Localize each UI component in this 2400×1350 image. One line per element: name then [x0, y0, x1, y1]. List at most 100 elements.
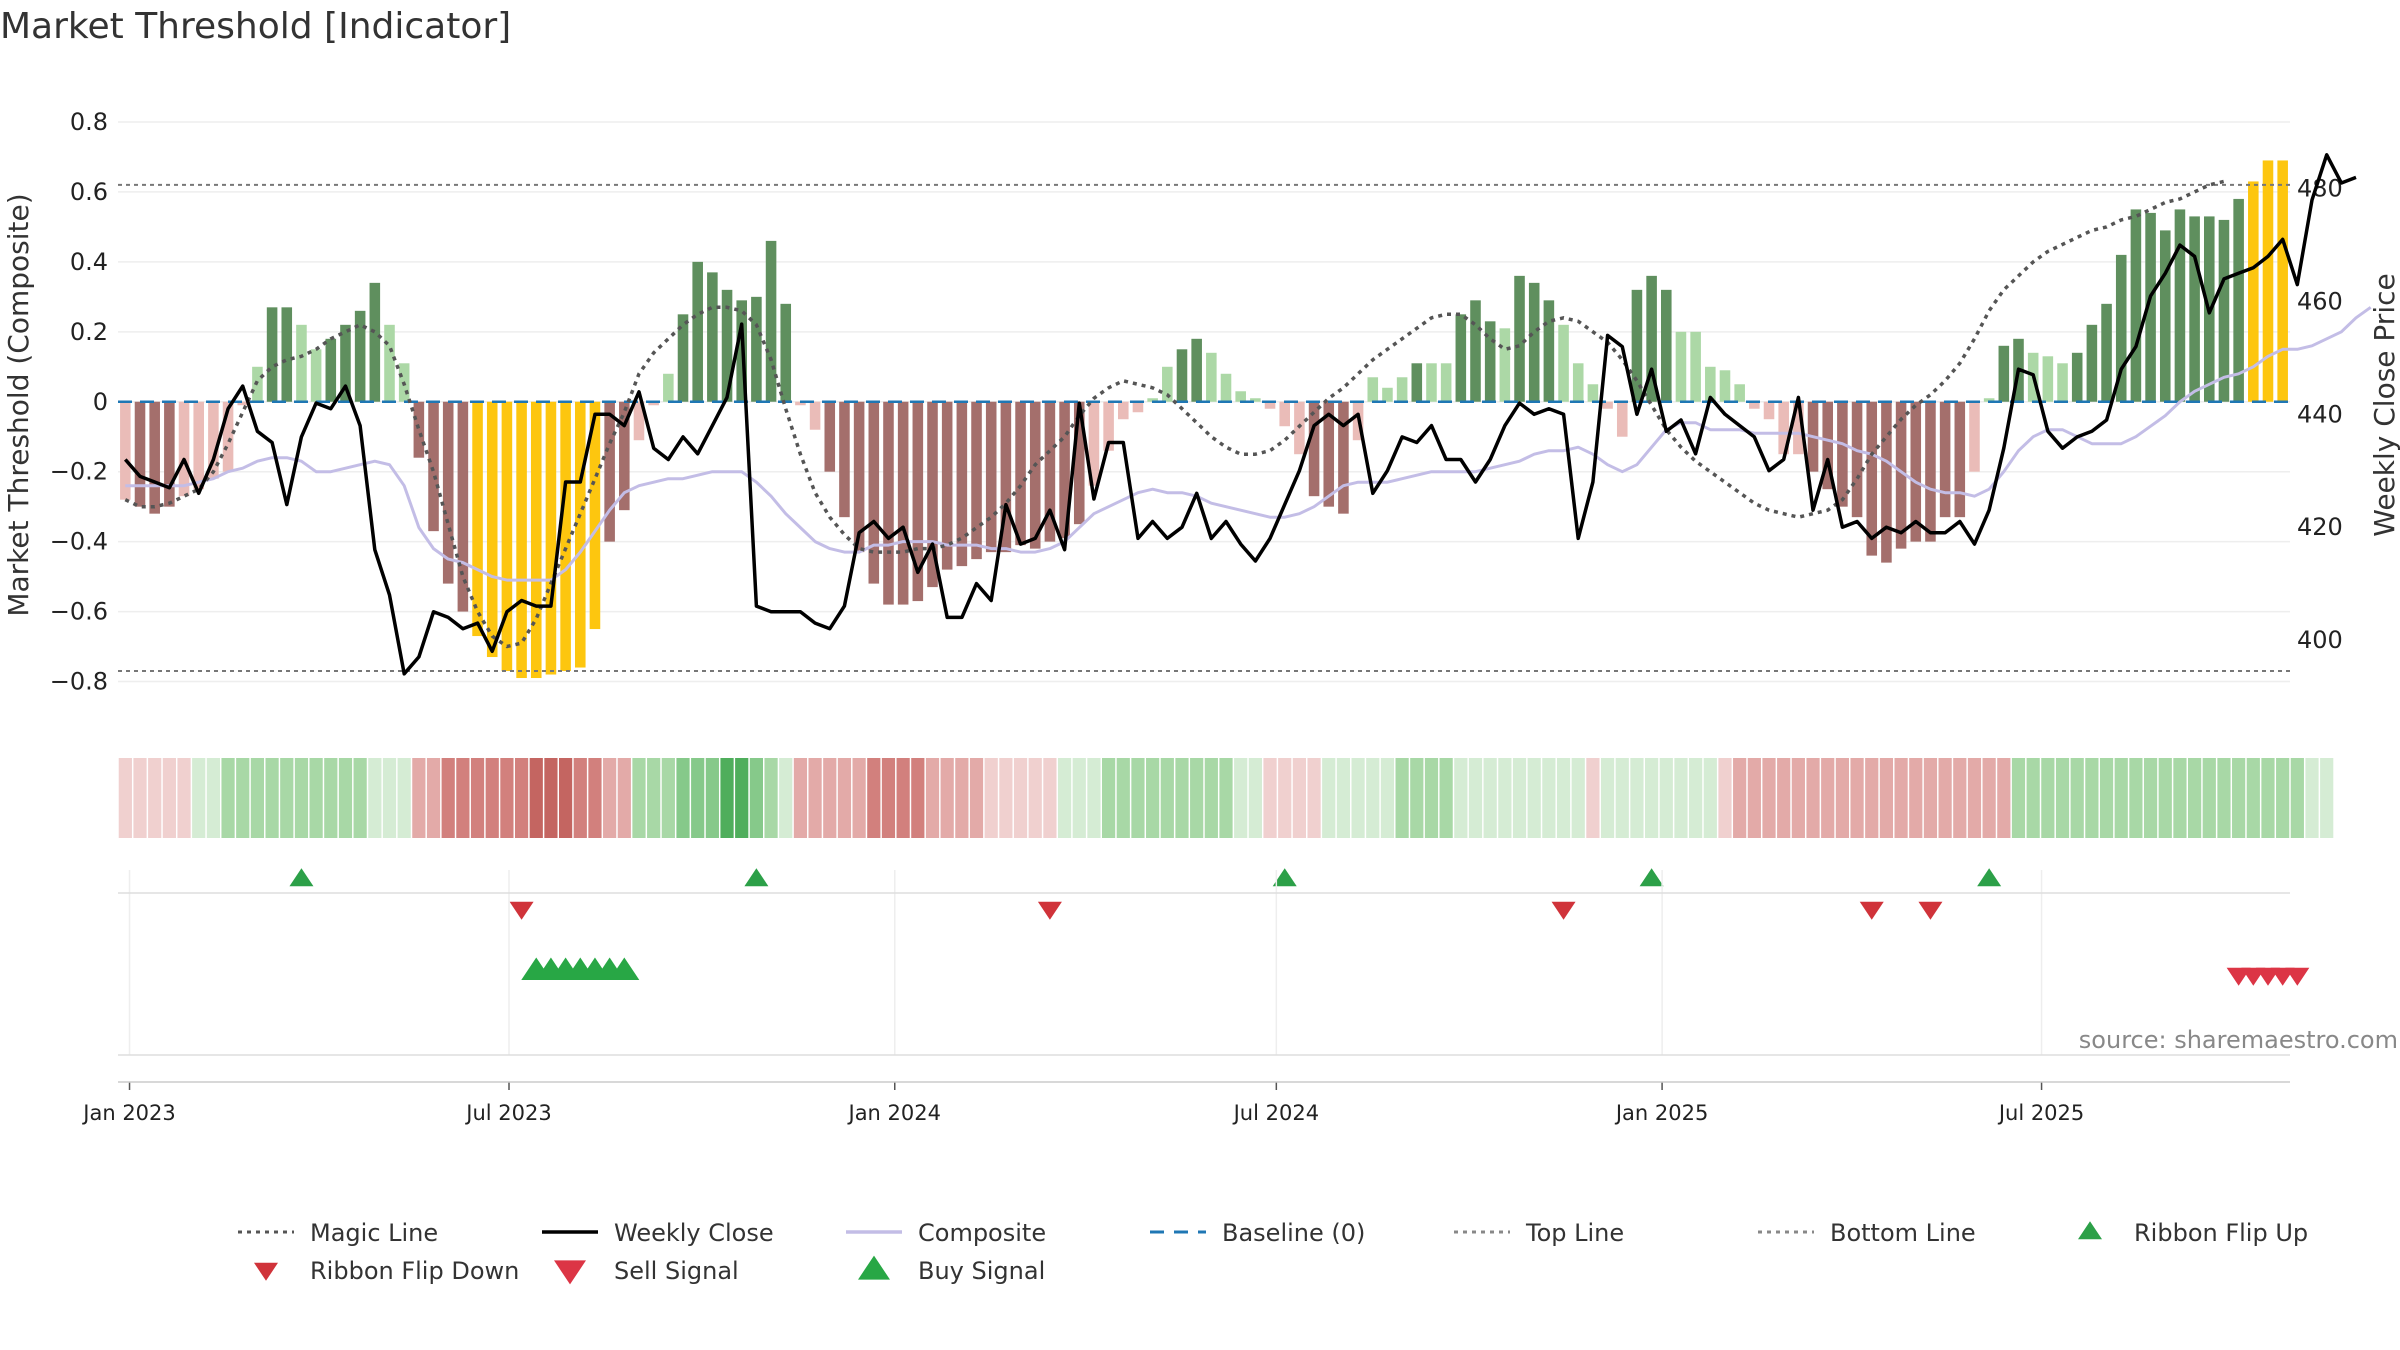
ribbon-cell — [1028, 758, 1042, 838]
ribbon-cell — [1791, 758, 1805, 838]
histogram-bar — [575, 401, 586, 668]
ribbon-cell — [1615, 758, 1629, 838]
ribbon-cell — [2290, 758, 2304, 838]
x-tick-label: Jan 2025 — [1614, 1101, 1709, 1125]
ribbon-cell — [1190, 758, 1204, 838]
ribbon-cell — [1512, 758, 1527, 838]
histogram-bar — [648, 401, 659, 406]
ribbon-cell — [1498, 758, 1512, 838]
histogram-bar — [1323, 401, 1335, 507]
histogram-bar — [1484, 321, 1496, 402]
histogram-bar — [208, 401, 219, 479]
histogram-bar — [1822, 401, 1833, 490]
histogram-bar — [1279, 401, 1290, 427]
ribbon-cell — [1468, 758, 1483, 838]
ribbon-cell — [544, 758, 558, 838]
histogram-bar — [501, 401, 513, 672]
histogram-bar — [1411, 363, 1423, 402]
histogram-bar — [1250, 398, 1261, 402]
legend-item: Ribbon Flip Down — [254, 1257, 519, 1285]
ribbon-cell — [661, 758, 675, 838]
histogram-bar — [281, 307, 293, 402]
ribbon-cell — [2320, 758, 2334, 838]
ribbon-cell — [793, 758, 808, 838]
ribbon-cell — [1586, 758, 1600, 838]
histogram-bar — [1073, 401, 1085, 525]
ribbon-flip-up-marker — [744, 868, 769, 887]
histogram-bar — [2086, 324, 2098, 402]
ribbon-cell — [779, 758, 793, 838]
histogram-bar — [1969, 401, 1980, 472]
histogram-bar — [1338, 401, 1349, 514]
histogram-bar — [677, 314, 689, 402]
buy-signal-marker — [609, 957, 640, 980]
histogram-bar — [1983, 398, 1995, 402]
histogram-bar — [1470, 300, 1481, 402]
ribbon-cell — [1997, 758, 2011, 838]
histogram-bar — [1059, 401, 1070, 539]
histogram-bar — [1616, 401, 1628, 437]
ribbon-cell — [969, 758, 984, 838]
ribbon-cell — [1424, 758, 1439, 838]
legend-item: Composite — [846, 1219, 1046, 1247]
histogram-bar — [1455, 314, 1467, 402]
ribbon-cell — [2129, 758, 2143, 838]
ribbon-cell — [881, 758, 896, 838]
legend-item: Bottom Line — [1758, 1219, 1976, 1247]
ribbon-cell — [955, 758, 969, 838]
ribbon-cell — [2217, 758, 2231, 838]
histogram-bar — [560, 401, 571, 672]
histogram-bar — [516, 401, 527, 679]
ribbon-cell — [823, 758, 837, 838]
ribbon-cell — [808, 758, 822, 838]
histogram-bar — [2233, 198, 2244, 402]
ribbon-cell — [1645, 758, 1659, 838]
histogram-bar — [941, 401, 953, 570]
signal-row — [521, 957, 2310, 986]
ribbon-cell — [441, 758, 455, 838]
ribbon-cell — [294, 758, 309, 838]
legend: Magic Line Weekly Close Composite Baseline … — [238, 1219, 2308, 1285]
histogram-bar — [164, 401, 175, 507]
x-tick-label: Jul 2025 — [1997, 1101, 2084, 1125]
y-left-tick-label: 0.8 — [70, 108, 108, 136]
ribbon-cell — [1674, 758, 1688, 838]
ribbon-cell — [691, 758, 705, 838]
ribbon-cell — [265, 758, 279, 838]
ribbon-cell — [1454, 758, 1468, 838]
histogram-bar — [545, 401, 557, 675]
histogram-bar — [1103, 401, 1114, 451]
ribbon-cell — [617, 758, 631, 838]
histogram-bar — [1514, 275, 1525, 402]
ribbon-cell — [1762, 758, 1776, 838]
ribbon-cell — [1806, 758, 1820, 838]
histogram-bar — [1044, 401, 1056, 542]
histogram-bar — [1264, 401, 1276, 409]
ribbon-cell — [1336, 758, 1351, 838]
histogram-bar — [1528, 282, 1540, 402]
histogram-bar — [1954, 401, 1966, 518]
histogram-bar — [120, 401, 131, 500]
ribbon-cell — [148, 758, 162, 838]
histogram-bar — [1220, 373, 1232, 402]
ribbon-cell — [1234, 758, 1248, 838]
ribbon-flip-up-marker — [289, 868, 314, 887]
histogram-bar — [413, 401, 425, 458]
ribbon-flip-down-marker — [1918, 901, 1943, 920]
histogram-bar — [868, 401, 880, 584]
ribbon-cell — [1953, 758, 1967, 838]
histogram-bar — [1235, 391, 1246, 402]
histogram-bar — [369, 282, 381, 402]
histogram-bar — [2218, 219, 2230, 402]
histogram-bar — [839, 401, 850, 518]
histogram-bar — [237, 401, 249, 406]
x-axis: Jan 2023 Jul 2023 Jan 2024 Jul 2024 Jan 2025… — [81, 870, 2290, 1125]
histogram-bar — [604, 401, 615, 542]
legend-label: Ribbon Flip Down — [310, 1257, 519, 1285]
ribbon-cell — [1292, 758, 1306, 838]
histogram-bar — [1558, 324, 1569, 402]
histogram-bar — [1572, 363, 1584, 402]
x-tick-label: Jul 2024 — [1232, 1101, 1319, 1125]
histogram-bar — [1147, 398, 1158, 402]
